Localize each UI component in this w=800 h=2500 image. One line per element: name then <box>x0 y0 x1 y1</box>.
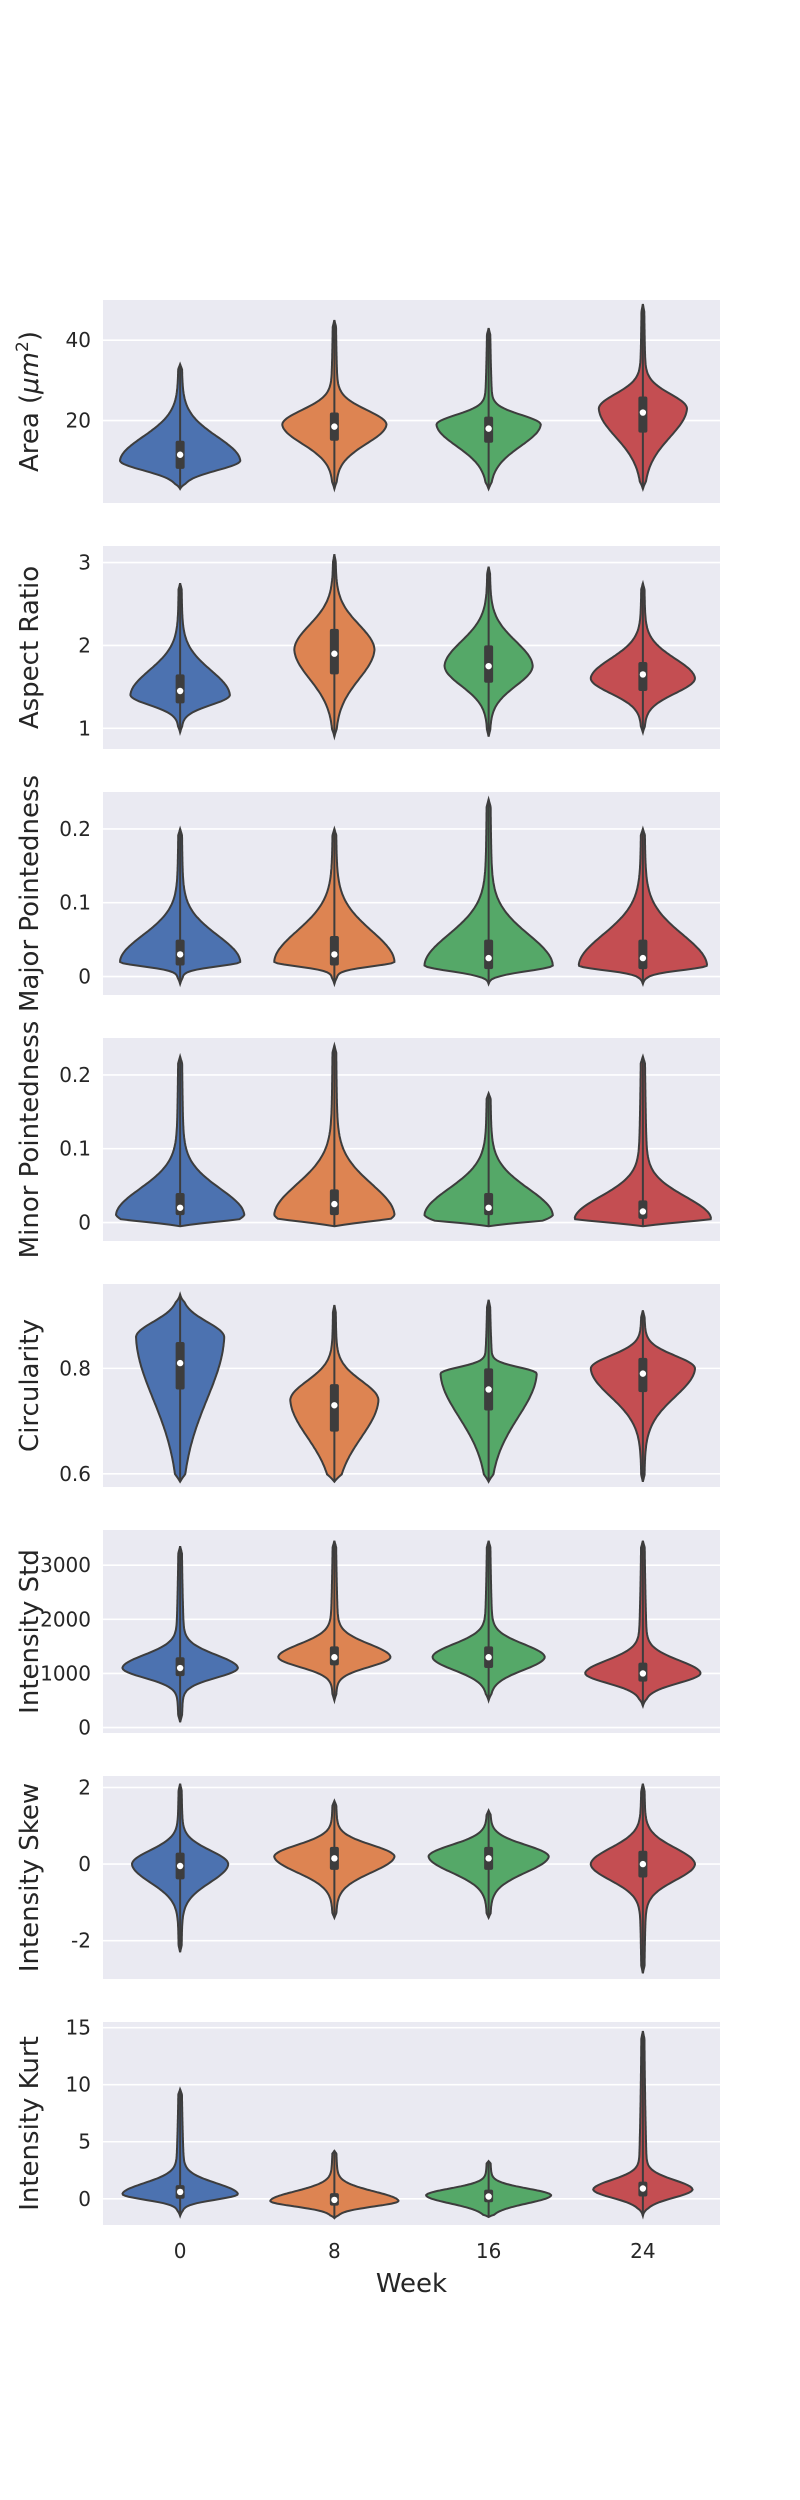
violin-median <box>331 1855 338 1862</box>
y-tick-label: 0.8 <box>59 1356 91 1380</box>
x-axis-label: Week <box>376 2269 447 2299</box>
y-tick-label: 3 <box>78 551 91 575</box>
violin-median <box>639 1670 647 1677</box>
violin-median <box>485 954 492 962</box>
violin-median <box>639 1860 647 1868</box>
y-axis-label: Minor Pointedness <box>15 1021 45 1259</box>
violin-median <box>639 954 647 962</box>
y-tick-label: 20 <box>66 409 91 433</box>
violin-median <box>176 687 184 695</box>
violin-median <box>331 1654 338 1661</box>
panel-background <box>103 546 720 749</box>
violin-median <box>485 2193 492 2200</box>
y-tick-label: 15 <box>66 2016 91 2040</box>
violin-median <box>639 409 647 416</box>
x-tick-label: 24 <box>630 2239 655 2263</box>
y-tick-label: 10 <box>66 2073 91 2097</box>
violin-median <box>485 1386 492 1393</box>
y-tick-label: 0.2 <box>59 1063 91 1087</box>
violin-median <box>331 1200 338 1208</box>
violin-median <box>485 1654 492 1661</box>
violin-box <box>484 1193 494 1216</box>
y-tick-label: 0 <box>78 1852 91 1876</box>
y-tick-label: 5 <box>78 2130 91 2154</box>
violin-median <box>176 2188 184 2196</box>
violin-median <box>176 1359 184 1367</box>
violin-median <box>331 951 338 958</box>
panel-background <box>103 1530 720 1733</box>
violin-median <box>485 425 492 432</box>
violin-median <box>331 2196 338 2204</box>
y-tick-label: 0 <box>78 1716 91 1740</box>
violin-box <box>175 1193 185 1216</box>
violin-median <box>639 2185 647 2192</box>
violin-median <box>176 1664 184 1672</box>
violin-median <box>485 662 492 670</box>
violin-median <box>176 1204 184 1211</box>
y-axis-label: Intensity Skew <box>15 1783 45 1972</box>
y-tick-label: 0 <box>78 965 91 989</box>
y-axis-label: Area (μm2) <box>13 331 45 472</box>
y-tick-label: 2000 <box>40 1607 91 1631</box>
violin-median <box>485 1204 492 1211</box>
y-tick-label: 40 <box>66 328 91 352</box>
violin-median <box>485 1855 492 1862</box>
violin-box <box>638 939 648 970</box>
x-tick-label: 16 <box>476 2239 501 2263</box>
violin-median <box>639 1370 647 1377</box>
y-axis-label: Intensity Std <box>15 1549 45 1714</box>
y-tick-label: 3000 <box>40 1553 91 1577</box>
x-tick-label: 8 <box>328 2239 341 2263</box>
y-tick-label: 2 <box>78 633 91 657</box>
y-tick-label: 0.1 <box>59 1137 91 1161</box>
violin-median <box>639 1208 647 1215</box>
y-tick-label: 0.6 <box>59 1462 91 1486</box>
y-axis-label: Major Pointedness <box>15 775 45 1012</box>
violin-box <box>329 935 339 966</box>
y-axis-label: Circularity <box>15 1319 45 1452</box>
y-tick-label: 0 <box>78 1211 91 1235</box>
x-tick-label: 0 <box>174 2239 187 2263</box>
violin-median <box>176 951 184 958</box>
y-tick-label: 0 <box>78 2187 91 2211</box>
y-axis-label: Intensity Kurt <box>15 2036 45 2211</box>
violin-median <box>331 650 338 657</box>
y-tick-label: 1000 <box>40 1661 91 1685</box>
violin-median <box>176 1862 184 1870</box>
violin-median <box>176 451 184 458</box>
violin-median <box>331 1402 338 1409</box>
y-tick-label: 0.2 <box>59 817 91 841</box>
y-tick-label: -2 <box>71 1929 91 1953</box>
violin-median <box>639 671 647 678</box>
y-tick-label: 1 <box>78 716 91 740</box>
y-tick-label: 0.1 <box>59 891 91 915</box>
violin-median <box>331 423 338 430</box>
violin-box <box>484 939 494 970</box>
y-tick-label: 2 <box>78 1775 91 1799</box>
y-axis-label: Aspect Ratio <box>15 566 45 729</box>
